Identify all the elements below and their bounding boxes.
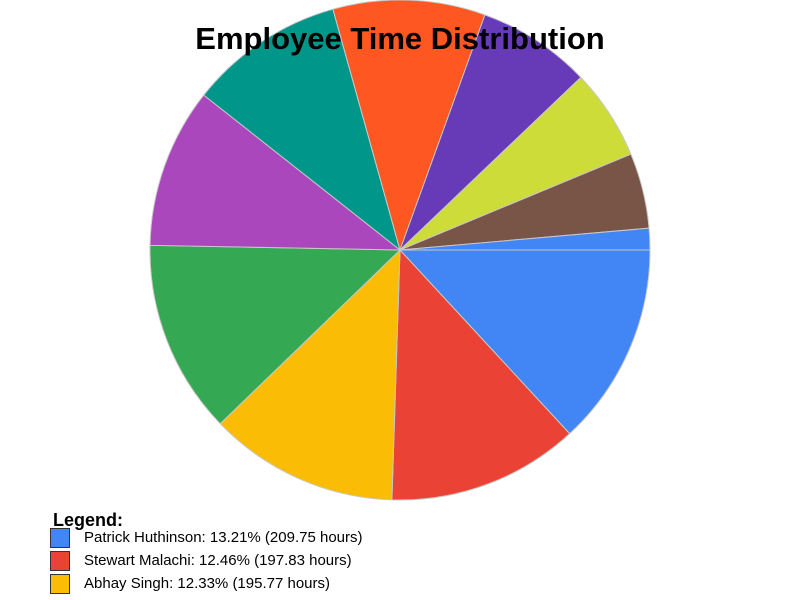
pie-slice (398, 249, 651, 435)
chart-title: Employee Time Distribution (195, 21, 605, 56)
pie-slice (149, 244, 402, 425)
legend: Legend: Patrick Huthinson: 13.21% (209.7… (50, 510, 750, 600)
legend-label: Abhay Singh: 12.33% (195.77 hours) (84, 575, 330, 592)
legend-item: Stewart Malachi: 12.46% (197.83 hours) (50, 551, 750, 577)
pie-slice (219, 248, 401, 501)
legend-label: Patrick Huthinson: 13.21% (209.75 hours) (84, 529, 363, 546)
pie-slice (203, 8, 401, 252)
legend-item: Patrick Huthinson: 13.21% (209.75 hours) (50, 528, 750, 554)
legend-item: Abhay Singh: 12.33% (195.77 hours) (50, 574, 750, 600)
pie-slice (332, 0, 486, 252)
legend-swatch (50, 551, 70, 571)
pie-slice (391, 248, 571, 501)
legend-swatch (50, 574, 70, 594)
pie-slice (149, 94, 402, 251)
pie-slice (399, 14, 582, 251)
pie-slice (399, 227, 651, 251)
legend-label: Stewart Malachi: 12.46% (197.83 hours) (84, 552, 352, 569)
legend-swatch (50, 528, 70, 548)
legend-title: Legend: (53, 510, 123, 530)
